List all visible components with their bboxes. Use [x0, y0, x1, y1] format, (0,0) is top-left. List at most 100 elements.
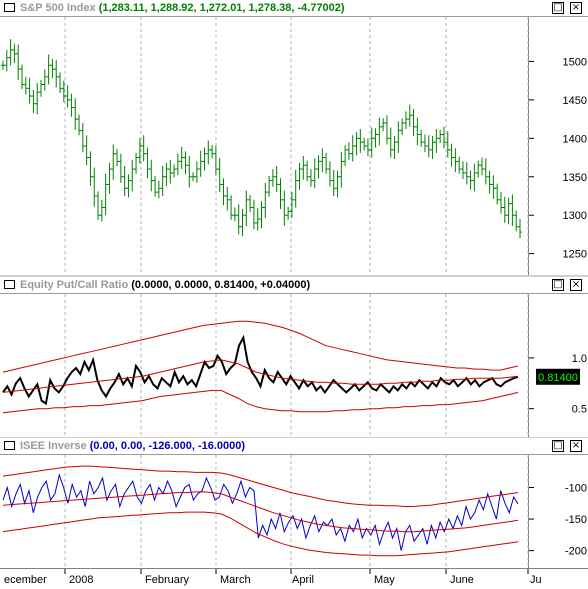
restore-icon[interactable]: □	[552, 440, 564, 452]
last-value-label: 0.81400	[538, 372, 578, 384]
ohlc-bar	[324, 152, 329, 174]
sp500-pane[interactable]: S&P 500 Index (1,283.11, 1,288.92, 1,272…	[0, 0, 588, 276]
sp500-plot-area[interactable]	[0, 17, 529, 275]
x-tick-label: February	[145, 574, 190, 586]
close-icon[interactable]: ×	[570, 440, 582, 452]
ohlc-bar	[426, 135, 431, 158]
ohlc-bar	[381, 118, 386, 132]
ohlc-bar	[84, 135, 89, 166]
ohlc-bar	[362, 137, 367, 151]
ohlc-bar	[327, 161, 332, 187]
ohlc-bar	[255, 208, 260, 231]
ohlc-bar	[449, 143, 454, 167]
isee-titlebar[interactable]: ISEE Inverse (0.00, 0.00, -126.000, -16.…	[0, 438, 588, 455]
isee-chart	[2, 455, 529, 568]
x-tick-label: June	[450, 574, 474, 586]
ohlc-bar	[80, 122, 85, 153]
isee-plot-area[interactable]	[0, 455, 529, 568]
equity-put-call-ratio-line	[2, 334, 519, 406]
ohlc-bar	[468, 170, 473, 190]
ohlc-bar	[438, 129, 443, 143]
ohlc-bar	[168, 159, 173, 184]
ohlc-bar	[518, 219, 522, 239]
ohlc-bar	[141, 135, 146, 162]
x-tick-label: March	[220, 574, 251, 586]
ohlc-bar	[54, 59, 59, 88]
ohlc-bar	[415, 117, 420, 146]
isee-title: ISEE Inverse (0.00, 0.00, -126.000, -16.…	[20, 439, 245, 453]
putcall-title: Equity Put/Call Ratio (0.0000, 0.0000, 0…	[20, 278, 310, 292]
close-icon[interactable]: ×	[570, 2, 582, 14]
ohlc-bar	[210, 145, 215, 159]
chart-icon	[4, 280, 15, 289]
ohlc-bar	[270, 169, 275, 187]
ohlc-bar	[58, 72, 63, 93]
ohlc-bar	[183, 151, 188, 175]
ohlc-bar	[369, 127, 374, 158]
ohlc-bar	[267, 175, 272, 197]
ohlc-bar	[118, 153, 123, 183]
putcall-title-name: Equity Put/Call Ratio	[20, 279, 129, 291]
ohlc-bar	[495, 183, 500, 205]
ohlc-bar	[335, 170, 340, 198]
putcall-titlebar[interactable]: Equity Put/Call Ratio (0.0000, 0.0000, 0…	[0, 277, 588, 294]
ohlc-bar	[244, 190, 249, 226]
ohlc-bar	[441, 126, 446, 149]
ohlc-bar	[301, 155, 306, 180]
x-axis[interactable]: ecember 2008 February March April May June Ju	[0, 568, 588, 589]
ohlc-bar	[434, 129, 439, 153]
ohlc-bar	[263, 182, 268, 219]
ohlc-bar	[35, 82, 40, 115]
ohlc-bar	[31, 89, 36, 113]
ohlc-bar	[42, 69, 47, 91]
ohlc-bar	[16, 44, 21, 80]
sp500-titlebar[interactable]: S&P 500 Index (1,283.11, 1,288.92, 1,272…	[0, 0, 588, 17]
ohlc-bar	[107, 162, 112, 194]
ohlc-bar	[65, 85, 70, 108]
ohlc-bar	[23, 76, 28, 95]
ohlc-bar	[134, 152, 139, 174]
ohlc-bar	[149, 159, 154, 192]
ohlc-bar	[27, 77, 32, 104]
ohlc-bar	[130, 159, 135, 192]
x-axis-labels: ecember 2008 February March April May June Ju	[4, 569, 542, 586]
ohlc-bar	[194, 161, 199, 183]
restore-icon[interactable]: □	[552, 279, 564, 291]
lower-band-line	[2, 389, 519, 414]
putcall-plot-area[interactable]	[0, 294, 529, 437]
restore-icon[interactable]: □	[552, 2, 564, 14]
ohlc-bar	[472, 163, 477, 192]
ohlc-bar	[373, 128, 378, 148]
isee-y-axis[interactable]: -100 -150 -200	[529, 455, 588, 568]
y-tick-label: 0.5	[572, 404, 587, 416]
sp500-title-name: S&P 500 Index	[20, 2, 96, 14]
ohlc-bar	[331, 169, 336, 196]
putcall-y-axis[interactable]: 1.0 0.5 0.81400	[529, 294, 588, 437]
y-tick-label: -100	[565, 483, 587, 495]
sp500-y-axis[interactable]: 1500 1450 1400 1350 1300 1250	[529, 17, 588, 275]
upper-band-line	[2, 465, 519, 507]
putcall-chart	[2, 294, 529, 437]
isee-title-name: ISEE Inverse	[20, 440, 87, 452]
ohlc-bar	[96, 191, 101, 220]
ohlc-bar	[388, 127, 393, 158]
ohlc-bar	[339, 152, 344, 188]
ohlc-bar	[20, 64, 25, 90]
ohlc-bar	[198, 150, 203, 177]
close-icon[interactable]: ×	[570, 279, 582, 291]
isee-pane[interactable]: ISEE Inverse (0.00, 0.00, -126.000, -16.…	[0, 438, 588, 568]
x-tick-label: Ju	[530, 574, 542, 586]
ohlc-bar	[403, 111, 408, 130]
ohlc-bar	[514, 210, 519, 232]
ohlc-bar	[460, 161, 465, 180]
ohlc-bar	[419, 129, 424, 147]
ohlc-bar	[8, 39, 13, 66]
ohlc-bar	[12, 43, 17, 63]
ohlc-bar	[50, 59, 55, 79]
ohlc-bar	[153, 175, 158, 197]
ohlc-bar	[453, 148, 458, 173]
putcall-pane[interactable]: Equity Put/Call Ratio (0.0000, 0.0000, 0…	[0, 277, 588, 437]
ohlc-bar	[457, 156, 462, 174]
ohlc-bar	[225, 186, 230, 211]
ohlc-bar	[160, 165, 165, 196]
